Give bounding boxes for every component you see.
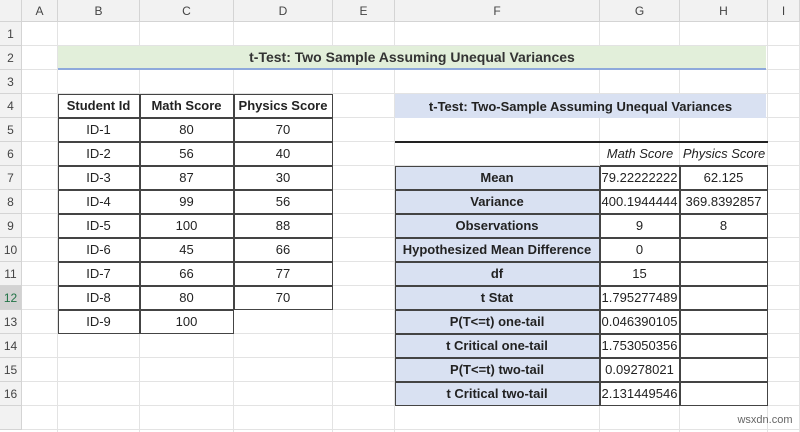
ttest-cell (679, 285, 768, 310)
row-header: 6 (0, 142, 22, 166)
row-header: 13 (0, 310, 22, 334)
table-cell: 30 (233, 165, 333, 190)
table-cell: 87 (139, 165, 234, 190)
table-cell: 100 (139, 213, 234, 238)
row-header: 1 (0, 22, 22, 46)
table-cell: 80 (139, 285, 234, 310)
column-header: H (680, 0, 768, 22)
ttest-label: t Critical one-tail (394, 333, 600, 358)
ttest-cell (679, 237, 768, 262)
row-header: 11 (0, 262, 22, 286)
row-header: 9 (0, 214, 22, 238)
ttest-cell: 0.09278021 (599, 357, 680, 382)
ttest-cell: 0.046390105 (599, 309, 680, 334)
table-cell: ID-8 (57, 285, 140, 310)
row-header: 3 (0, 70, 22, 94)
ttest-header: Physics Score (680, 142, 768, 166)
ttest-cell (679, 261, 768, 286)
table-header: Math Score (139, 93, 234, 118)
table-cell: ID-7 (57, 261, 140, 286)
ttest-label: t Stat (394, 285, 600, 310)
row-header: 14 (0, 334, 22, 358)
table-cell: 80 (139, 117, 234, 142)
ttest-cell: 369.8392857 (679, 189, 768, 214)
gridline (22, 93, 800, 94)
ttest-cell: 1.753050356 (599, 333, 680, 358)
ttest-cell: 15 (599, 261, 680, 286)
table-cell: 45 (139, 237, 234, 262)
ttest-cell: 9 (599, 213, 680, 238)
ttest-label: P(T<=t) two-tail (394, 357, 600, 382)
ttest-cell (679, 309, 768, 334)
table-cell: ID-6 (57, 237, 140, 262)
column-header: D (234, 0, 333, 22)
table-cell: ID-3 (57, 165, 140, 190)
column-header: C (140, 0, 234, 22)
gridline (767, 22, 768, 432)
table-cell: 100 (139, 309, 234, 334)
table-cell: ID-1 (57, 117, 140, 142)
ttest-header: Math Score (600, 142, 680, 166)
gridline (22, 429, 800, 430)
table-cell: 77 (233, 261, 333, 286)
column-header: E (333, 0, 395, 22)
ttest-cell: 79.22222222 (599, 165, 680, 190)
gridline (22, 405, 800, 406)
ttest-cell: 8 (679, 213, 768, 238)
column-header: B (58, 0, 140, 22)
ttest-cell (679, 333, 768, 358)
ttest-cell: 62.125 (679, 165, 768, 190)
table-cell: 70 (233, 117, 333, 142)
ttest-title: t-Test: Two-Sample Assuming Unequal Vari… (395, 94, 766, 118)
ttest-label: df (394, 261, 600, 286)
row-header: 2 (0, 46, 22, 70)
corner (0, 0, 22, 22)
row-header: 10 (0, 238, 22, 262)
ttest-cell: 400.1944444 (599, 189, 680, 214)
table-cell: 56 (233, 189, 333, 214)
sheet-title: t-Test: Two Sample Assuming Unequal Vari… (58, 46, 766, 70)
table-cell: 70 (233, 285, 333, 310)
table-cell: ID-2 (57, 141, 140, 166)
ttest-cell: 1.795277489 (599, 285, 680, 310)
row-header: 7 (0, 166, 22, 190)
table-cell: 56 (139, 141, 234, 166)
table-cell: 66 (233, 237, 333, 262)
ttest-cell (679, 381, 768, 406)
ttest-cell: 0 (599, 237, 680, 262)
row-header (0, 406, 22, 430)
row-header: 16 (0, 382, 22, 406)
table-cell: 99 (139, 189, 234, 214)
table-header: Physics Score (233, 93, 333, 118)
ttest-label: Hypothesized Mean Difference (394, 237, 600, 262)
table-cell: 66 (139, 261, 234, 286)
column-header: A (22, 0, 58, 22)
row-header: 8 (0, 190, 22, 214)
table-cell: 88 (233, 213, 333, 238)
ttest-label: Observations (394, 213, 600, 238)
ttest-cell (679, 357, 768, 382)
column-header: F (395, 0, 600, 22)
ttest-cell: 2.131449546 (599, 381, 680, 406)
row-header: 5 (0, 118, 22, 142)
ttest-label: t Critical two-tail (394, 381, 600, 406)
table-cell: ID-9 (57, 309, 140, 334)
row-header: 4 (0, 94, 22, 118)
row-header: 15 (0, 358, 22, 382)
gridline (22, 45, 800, 46)
table-cell: ID-4 (57, 189, 140, 214)
gridline (332, 22, 333, 432)
table-header: Student Id (57, 93, 140, 118)
column-header: I (768, 0, 800, 22)
ttest-label: P(T<=t) one-tail (394, 309, 600, 334)
watermark: wsxdn.com (737, 414, 793, 426)
row-header: 12 (0, 286, 22, 310)
divider (395, 141, 768, 143)
ttest-label: Mean (394, 165, 600, 190)
table-cell: ID-5 (57, 213, 140, 238)
ttest-label: Variance (394, 189, 600, 214)
table-cell: 40 (233, 141, 333, 166)
column-header: G (600, 0, 680, 22)
